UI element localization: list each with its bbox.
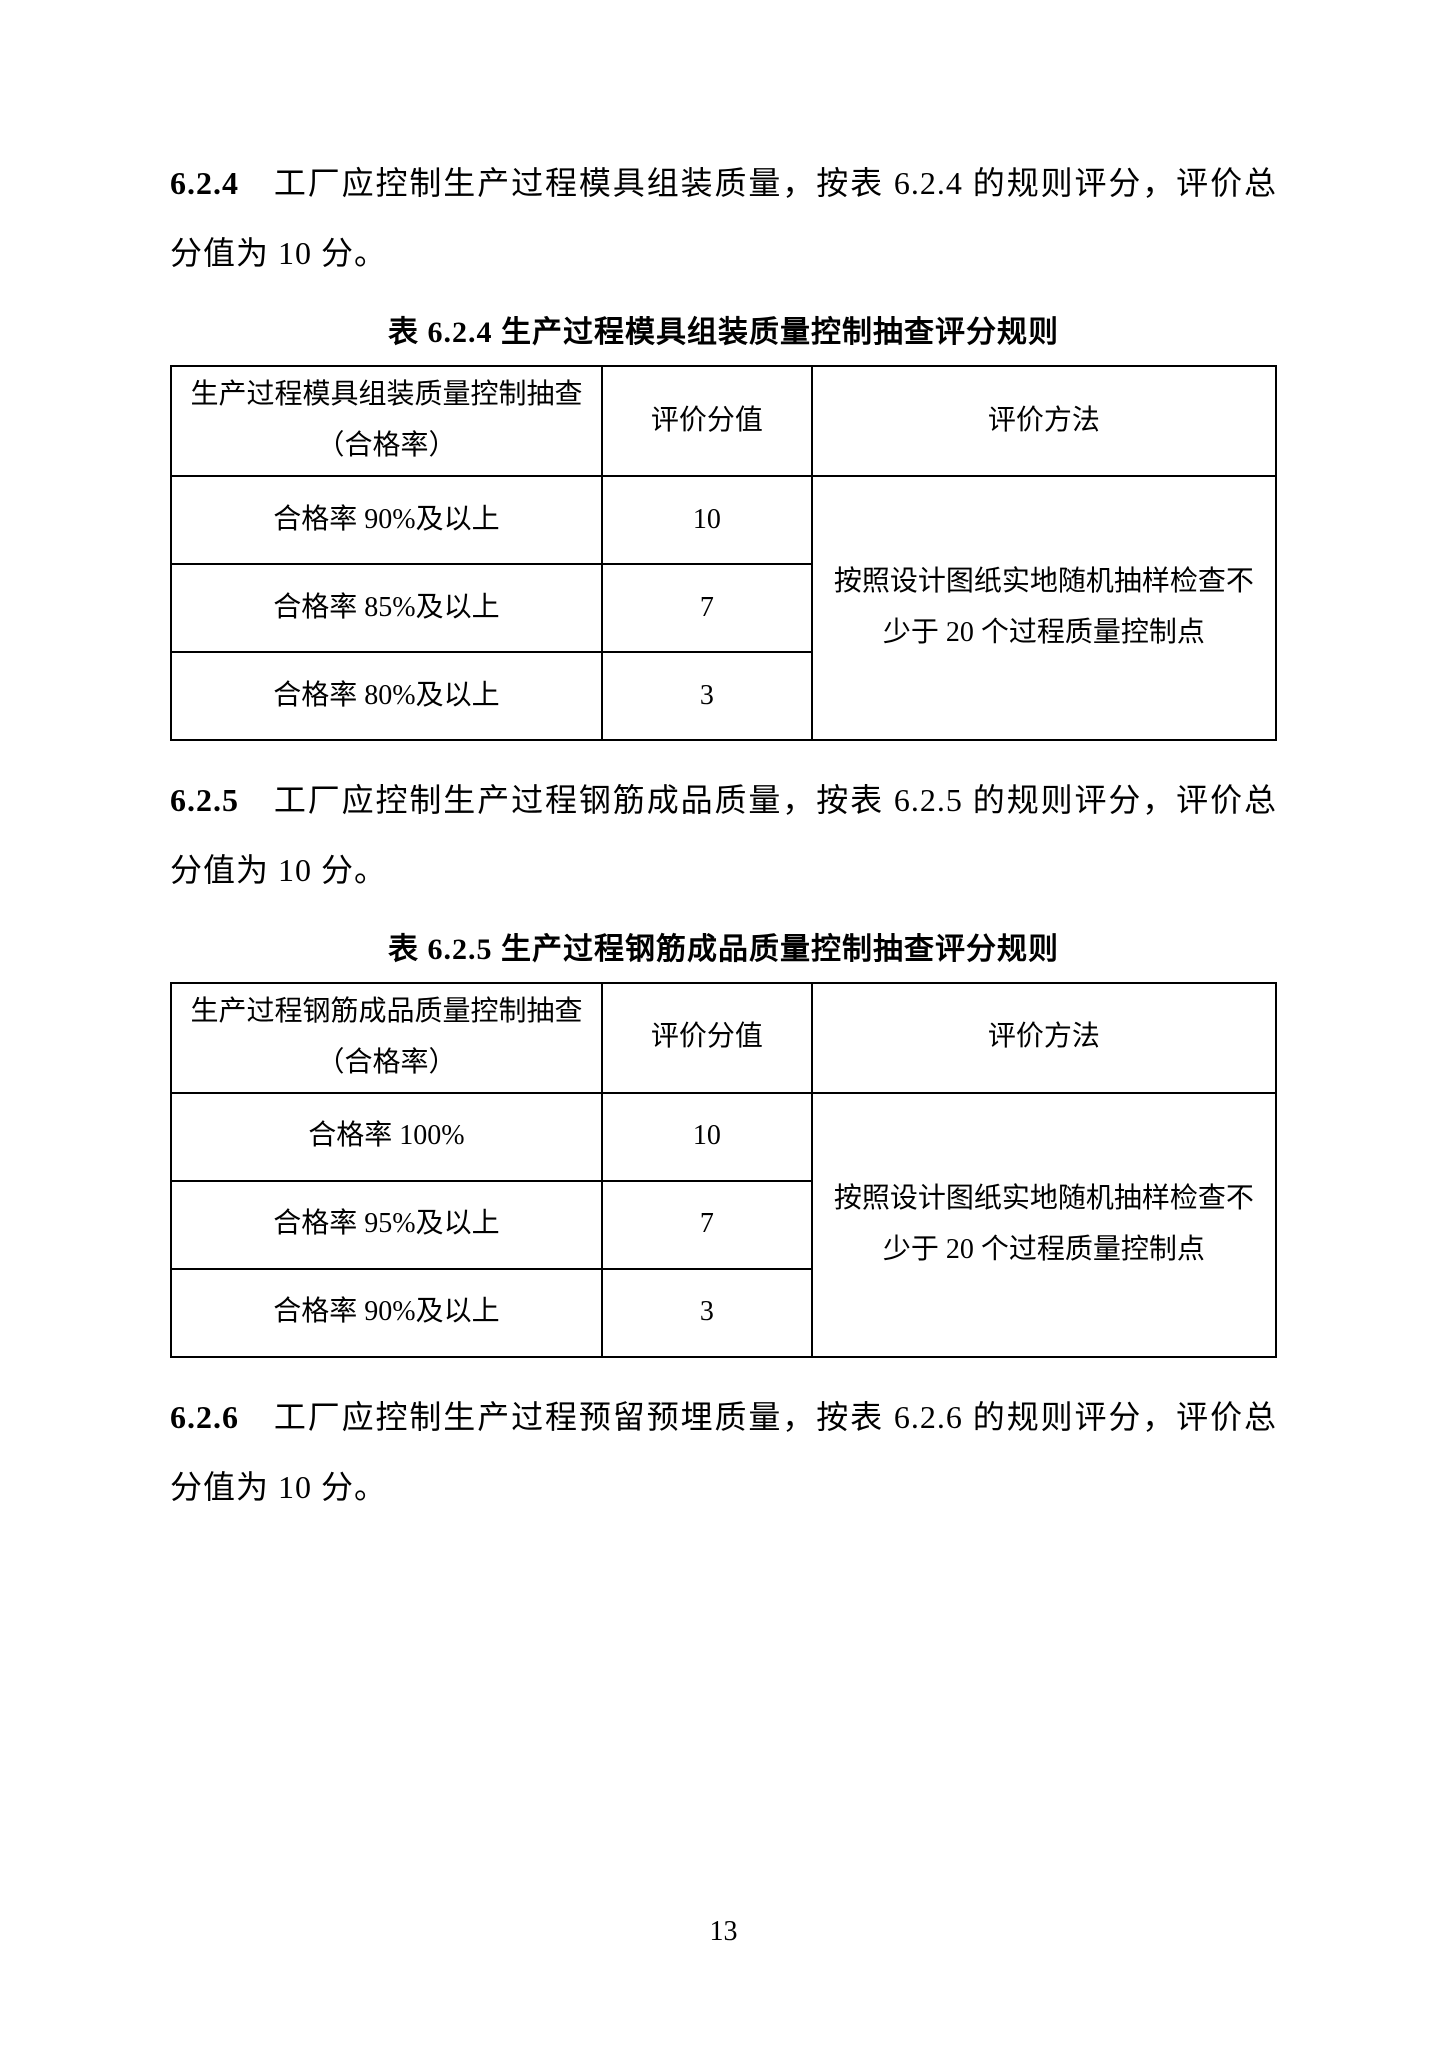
header-cell: 评价分值 [602, 983, 812, 1093]
cell: 合格率 95%及以上 [171, 1181, 602, 1269]
paragraph-624: 6.2.4 工厂应控制生产过程模具组装质量，按表 6.2.4 的规则评分，评价总… [170, 148, 1277, 289]
table-header-row: 生产过程模具组装质量控制抽查（合格率） 评价分值 评价方法 [171, 366, 1276, 476]
table-625: 生产过程钢筋成品质量控制抽查（合格率） 评价分值 评价方法 合格率 100% 1… [170, 982, 1277, 1358]
header-cell: 生产过程钢筋成品质量控制抽查（合格率） [171, 983, 602, 1093]
cell: 合格率 90%及以上 [171, 1269, 602, 1357]
table-header-row: 生产过程钢筋成品质量控制抽查（合格率） 评价分值 评价方法 [171, 983, 1276, 1093]
cell: 3 [602, 652, 812, 740]
table-624-title: 表 6.2.4 生产过程模具组装质量控制抽查评分规则 [170, 307, 1277, 351]
table-row: 合格率 90%及以上 10 按照设计图纸实地随机抽样检查不少于 20 个过程质量… [171, 476, 1276, 564]
cell: 合格率 100% [171, 1093, 602, 1181]
table-row: 合格率 100% 10 按照设计图纸实地随机抽样检查不少于 20 个过程质量控制… [171, 1093, 1276, 1181]
header-cell: 评价方法 [812, 983, 1276, 1093]
section-number: 6.2.6 [170, 1399, 239, 1435]
section-text: 工厂应控制生产过程模具组装质量，按表 6.2.4 的规则评分，评价总分值为 10… [170, 165, 1277, 271]
cell: 10 [602, 1093, 812, 1181]
cell: 10 [602, 476, 812, 564]
section-number: 6.2.4 [170, 165, 239, 201]
cell: 合格率 90%及以上 [171, 476, 602, 564]
method-cell: 按照设计图纸实地随机抽样检查不少于 20 个过程质量控制点 [812, 1093, 1276, 1357]
paragraph-625: 6.2.5 工厂应控制生产过程钢筋成品质量，按表 6.2.5 的规则评分，评价总… [170, 765, 1277, 906]
cell: 3 [602, 1269, 812, 1357]
cell: 7 [602, 564, 812, 652]
header-cell: 生产过程模具组装质量控制抽查（合格率） [171, 366, 602, 476]
paragraph-626: 6.2.6 工厂应控制生产过程预留预埋质量，按表 6.2.6 的规则评分，评价总… [170, 1382, 1277, 1523]
cell: 7 [602, 1181, 812, 1269]
document-page: 6.2.4 工厂应控制生产过程模具组装质量，按表 6.2.4 的规则评分，评价总… [0, 0, 1447, 1522]
table-625-title: 表 6.2.5 生产过程钢筋成品质量控制抽查评分规则 [170, 924, 1277, 968]
header-cell: 评价分值 [602, 366, 812, 476]
header-cell: 评价方法 [812, 366, 1276, 476]
section-number: 6.2.5 [170, 782, 239, 818]
table-624: 生产过程模具组装质量控制抽查（合格率） 评价分值 评价方法 合格率 90%及以上… [170, 365, 1277, 741]
cell: 合格率 80%及以上 [171, 652, 602, 740]
cell: 合格率 85%及以上 [171, 564, 602, 652]
method-cell: 按照设计图纸实地随机抽样检查不少于 20 个过程质量控制点 [812, 476, 1276, 740]
section-text: 工厂应控制生产过程预留预埋质量，按表 6.2.6 的规则评分，评价总分值为 10… [170, 1399, 1277, 1505]
page-number: 13 [0, 1916, 1447, 1948]
section-text: 工厂应控制生产过程钢筋成品质量，按表 6.2.5 的规则评分，评价总分值为 10… [170, 782, 1277, 888]
